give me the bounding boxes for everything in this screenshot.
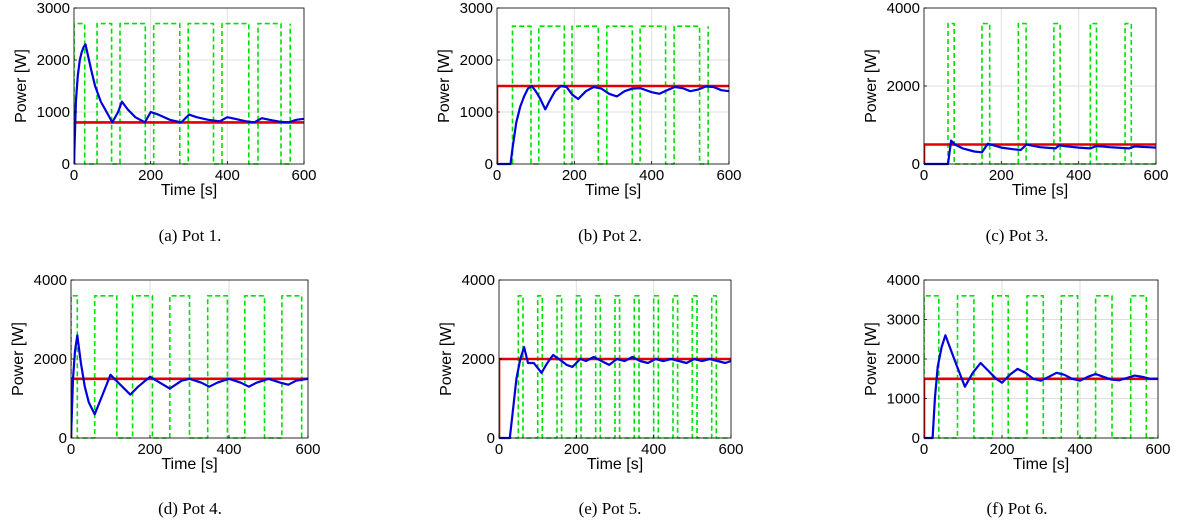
- y-tick-label: 2000: [887, 351, 920, 368]
- x-tick-label: 200: [989, 167, 1014, 184]
- subplot-pot-2: 0 200 400 600 0 1000 2000 3000 Time [s] Power [W]…: [395, 0, 790, 262]
- axes-box: [73, 7, 305, 165]
- x-tick-label: 200: [562, 167, 587, 184]
- series-setpoint: [497, 84, 729, 164]
- x-axis-label: Time [s]: [1013, 456, 1069, 473]
- x-tick-label: 0: [495, 441, 503, 458]
- x-tick-label: 200: [564, 441, 589, 458]
- caption-pot-6: (f) Pot 6.: [986, 499, 1048, 518]
- y-axis-label: Power [W]: [863, 49, 880, 123]
- y-tick-label: 4000: [462, 272, 495, 289]
- series-power: [924, 139, 1156, 166]
- x-tick-label: 400: [641, 441, 666, 458]
- series-switching-dashed: [499, 294, 731, 439]
- x-tick-label: 400: [1066, 167, 1091, 184]
- x-tick-label: 600: [1145, 441, 1170, 458]
- y-tick-label: 2000: [887, 78, 920, 95]
- x-tick-label: 600: [295, 441, 320, 458]
- series-switching-dashed: [74, 22, 292, 165]
- series-setpoint: [924, 143, 1156, 164]
- y-axis-label: Power [W]: [436, 49, 453, 123]
- y-tick-label: 1000: [37, 104, 70, 121]
- y-tick-label: 0: [487, 430, 495, 447]
- subplot-pot-1: 0 200 400 600 0 1000 2000 3000 Time [s] Power [W]…: [0, 0, 395, 262]
- caption-pot-3: (c) Pot 3.: [985, 226, 1049, 245]
- y-tick-label: 2000: [462, 351, 495, 368]
- chart-pot-5: 0 200 400 600 0 2000 4000 Time [s] Power [W]: [438, 272, 744, 473]
- chart-pot-1: 0 200 400 600 0 1000 2000 3000 Time [s] Power [W]: [13, 0, 317, 199]
- y-axis-label: Power [W]: [10, 322, 27, 396]
- y-tick-label: 1000: [887, 391, 920, 408]
- subplot-pot-6: 0 200 400 600 0 1000 2000 3000 4000 Time [s] Power…: [790, 262, 1186, 524]
- axes-box: [496, 7, 730, 165]
- y-tick-label: 0: [62, 156, 70, 173]
- x-tick-label: 400: [639, 167, 664, 184]
- subplot-pot-5: 0 200 400 600 0 2000 4000 Time [s] Power [W] (e)…: [395, 262, 790, 524]
- x-tick-label: 600: [1143, 167, 1168, 184]
- chart-pot-3: 0 200 400 600 0 2000 4000 Time [s] Power [W]: [863, 0, 1169, 199]
- x-tick-label: 0: [70, 167, 78, 184]
- x-axis-label: Time [s]: [161, 182, 217, 199]
- series-power: [497, 84, 729, 166]
- y-tick-label: 0: [912, 430, 920, 447]
- y-tick-label: 0: [912, 156, 920, 173]
- subplot-pot-4: 0 200 400 600 0 2000 4000 Time [s] Power [W] (d)…: [0, 262, 395, 524]
- x-axis-label: Time [s]: [585, 182, 641, 199]
- x-axis-label: Time [s]: [161, 456, 217, 473]
- x-tick-label: 0: [920, 441, 928, 458]
- x-axis-label: Time [s]: [1012, 182, 1068, 199]
- caption-pot-4: (d) Pot 4.: [158, 499, 222, 518]
- y-tick-label: 2000: [37, 52, 70, 69]
- y-tick-label: 4000: [34, 272, 67, 289]
- y-axis-label: Power [W]: [13, 49, 30, 123]
- series-power: [71, 334, 308, 439]
- x-tick-label: 600: [718, 441, 743, 458]
- chart-pot-2: 0 200 400 600 0 1000 2000 3000 Time [s] Power [W]: [436, 0, 742, 199]
- x-tick-label: 0: [493, 167, 501, 184]
- y-tick-label: 3000: [460, 0, 493, 17]
- caption-pot-1: (a) Pot 1.: [158, 226, 222, 245]
- series-setpoint: [924, 377, 1158, 438]
- x-tick-label: 400: [216, 441, 241, 458]
- y-tick-label: 3000: [37, 0, 70, 17]
- x-tick-label: 600: [716, 167, 741, 184]
- series-switching-dashed: [71, 294, 303, 439]
- chart-pot-6: 0 200 400 600 0 1000 2000 3000 4000 Time [s] Power…: [863, 272, 1171, 473]
- series-power: [924, 334, 1158, 440]
- y-tick-label: 0: [59, 430, 67, 447]
- series-setpoint: [74, 121, 304, 164]
- x-axis-label: Time [s]: [587, 456, 643, 473]
- x-tick-label: 600: [291, 167, 316, 184]
- series-power: [499, 346, 731, 440]
- x-tick-label: 400: [215, 167, 240, 184]
- y-tick-label: 4000: [887, 0, 920, 17]
- x-tick-label: 0: [67, 441, 75, 458]
- y-tick-label: 2000: [34, 351, 67, 368]
- x-tick-label: 400: [1067, 441, 1092, 458]
- y-tick-label: 2000: [460, 52, 493, 69]
- x-tick-label: 200: [138, 167, 163, 184]
- caption-pot-2: (b) Pot 2.: [578, 226, 642, 245]
- series-power: [74, 43, 304, 165]
- subplot-pot-3: 0 200 400 600 0 2000 4000 Time [s] Power [W] (c)…: [790, 0, 1186, 262]
- y-tick-label: 4000: [887, 272, 920, 289]
- y-tick-label: 0: [485, 156, 493, 173]
- y-axis-label: Power [W]: [863, 322, 880, 396]
- caption-pot-5: (e) Pot 5.: [578, 499, 642, 518]
- y-tick-label: 3000: [887, 312, 920, 329]
- y-tick-label: 1000: [460, 104, 493, 121]
- y-axis-label: Power [W]: [438, 322, 455, 396]
- x-tick-label: 200: [989, 441, 1014, 458]
- x-tick-label: 0: [920, 167, 928, 184]
- x-tick-label: 200: [137, 441, 162, 458]
- chart-pot-4: 0 200 400 600 0 2000 4000 Time [s] Power [W]: [10, 272, 321, 473]
